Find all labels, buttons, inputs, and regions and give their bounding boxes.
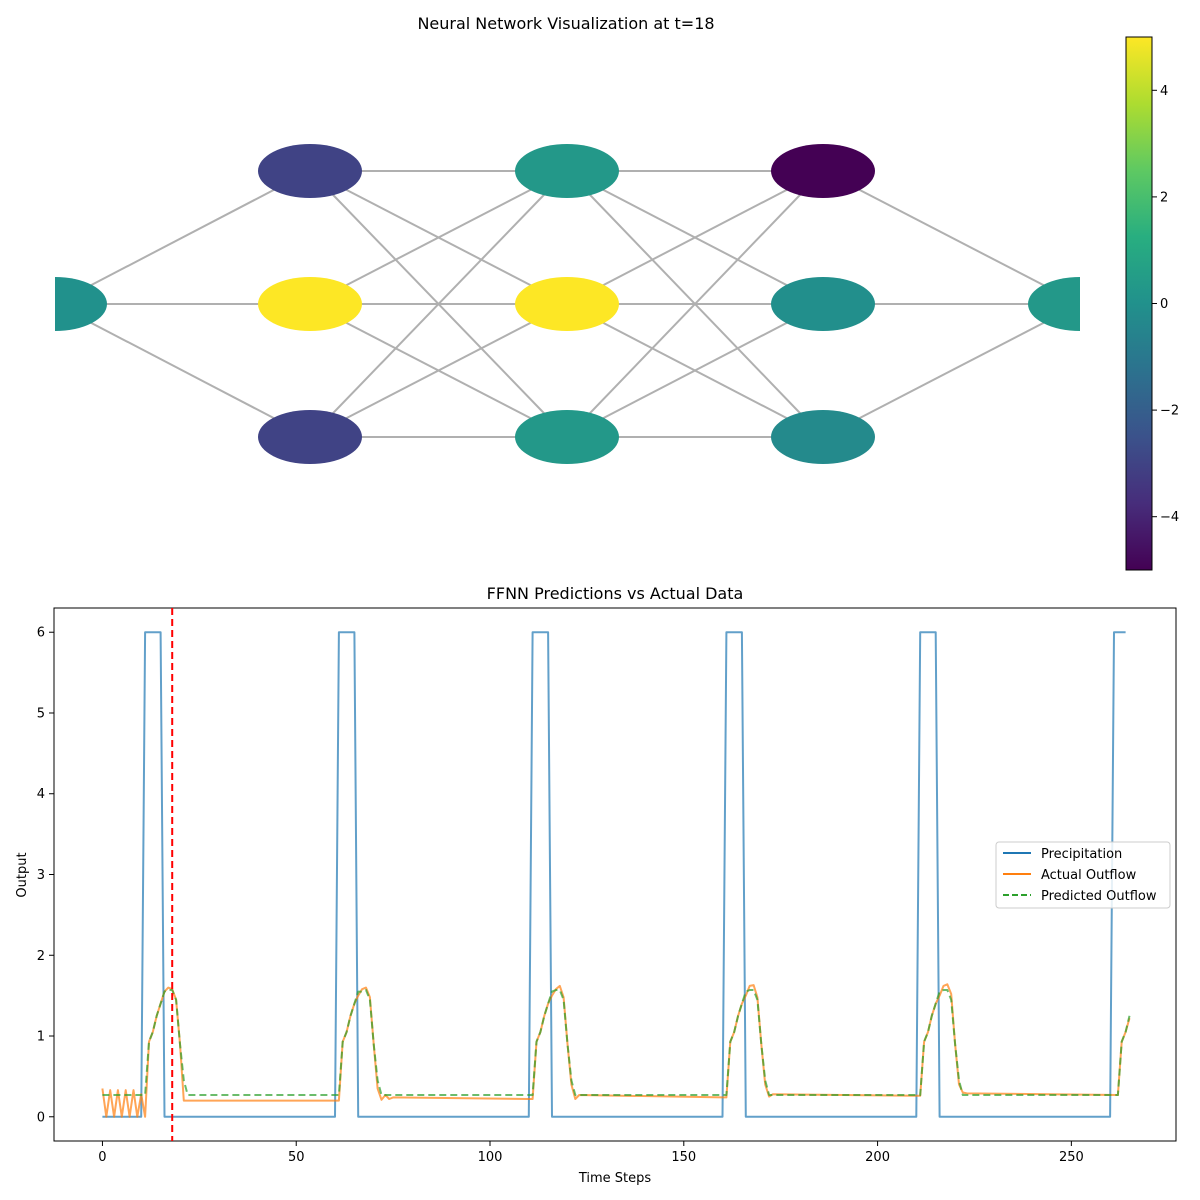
network-edge-2-1-0 <box>566 170 824 305</box>
x-tick-label: 200 <box>865 1150 890 1165</box>
network-edge-1-1-0 <box>309 170 568 305</box>
legend: Precipitation Actual Outflow Predicted O… <box>995 841 1171 909</box>
y-tick-label: 4 <box>37 787 45 802</box>
network-node-2-1 <box>515 277 619 331</box>
y-tick-label: 5 <box>37 706 45 721</box>
y-tick-label: 6 <box>37 626 45 641</box>
network-edge-0-0-2 <box>55 303 311 438</box>
network-edge-2-2-1 <box>566 303 824 438</box>
y-tick-label: 1 <box>37 1030 45 1045</box>
legend-label-actual-outflow: Actual Outflow <box>1041 868 1137 883</box>
line-chart-title: FFNN Predictions vs Actual Data <box>487 584 744 603</box>
x-tick-label: 150 <box>671 1150 696 1165</box>
network-node-2-2 <box>515 410 619 464</box>
x-tick-label: 0 <box>98 1150 106 1165</box>
series-line-precipitation <box>102 631 1126 1118</box>
network-edge-0-0-0 <box>55 170 311 305</box>
y-tick-label: 2 <box>37 949 45 964</box>
network-title: Neural Network Visualization at t=18 <box>417 14 714 33</box>
colorbar-tick-label: 0 <box>1160 297 1168 312</box>
network-node-2-0 <box>515 144 619 198</box>
network-node-1-1 <box>258 277 362 331</box>
legend-label-predicted-outflow: Predicted Outflow <box>1041 889 1157 904</box>
network-edge-2-2-0 <box>566 170 824 438</box>
colorbar-gradient <box>1125 36 1153 571</box>
network-edge-1-2-0 <box>309 170 568 438</box>
network-node-3-2 <box>771 410 875 464</box>
colorbar-tick-label: −4 <box>1160 510 1179 525</box>
x-tick-label: 100 <box>478 1150 503 1165</box>
legend-box <box>995 841 1171 909</box>
series-line-predicted-outflow <box>102 989 1131 1096</box>
y-axis-ticks: 0 1 2 3 4 5 6 <box>37 626 54 1125</box>
network-node-3-0 <box>771 144 875 198</box>
colorbar-tick-label: −2 <box>1160 404 1179 419</box>
plot-area <box>53 607 1177 1142</box>
y-tick-label: 3 <box>37 868 45 883</box>
colorbar-tick-label: 4 <box>1160 84 1168 99</box>
x-axis-label: Time Steps <box>578 1171 652 1186</box>
network-node-0-0 <box>55 277 107 331</box>
y-axis-label: Output <box>15 852 30 897</box>
colorbar-tick-label: 2 <box>1160 190 1168 205</box>
y-tick-label: 0 <box>37 1110 45 1125</box>
network-edge-3-0-0 <box>822 170 1080 305</box>
colorbar-ticks: −4 −2 0 2 4 <box>1152 84 1179 525</box>
network-node-1-0 <box>258 144 362 198</box>
network-node-1-2 <box>258 410 362 464</box>
network-edge-1-2-1 <box>309 303 568 438</box>
network-edge-3-2-0 <box>822 303 1080 438</box>
legend-label-precipitation: Precipitation <box>1041 847 1122 862</box>
x-tick-label: 250 <box>1059 1150 1084 1165</box>
network-nodes <box>55 144 1080 464</box>
colorbar <box>1125 36 1153 571</box>
x-axis-ticks: 0 50 100 150 200 250 <box>98 1141 1084 1165</box>
series-layer <box>101 631 1131 1118</box>
network-node-4-0 <box>1028 277 1080 331</box>
network-node-3-1 <box>771 277 875 331</box>
x-tick-label: 50 <box>288 1150 305 1165</box>
